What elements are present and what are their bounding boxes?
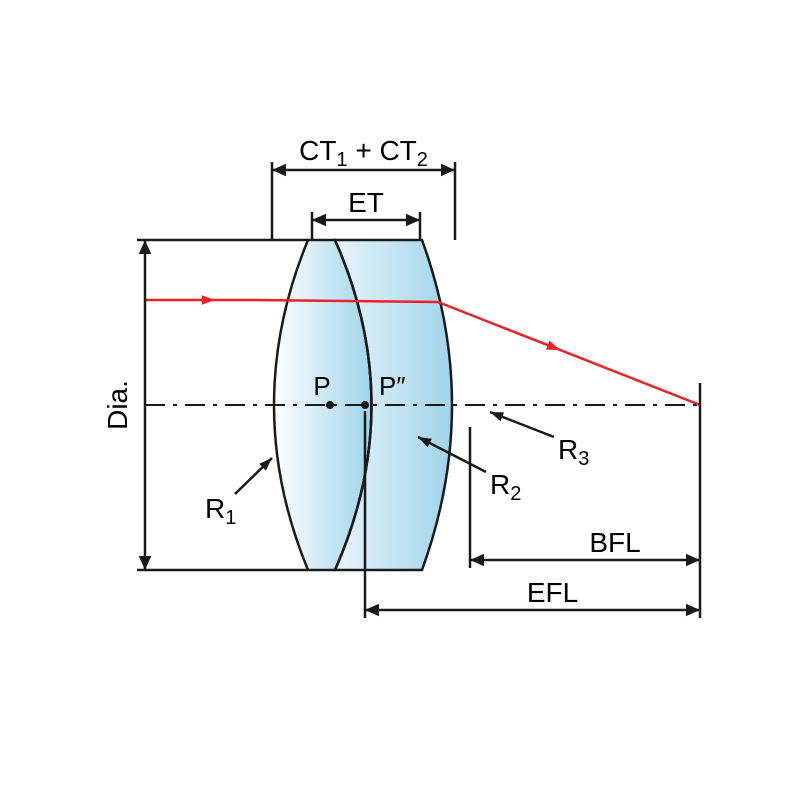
label-dia: Dia. bbox=[102, 380, 133, 430]
label-bfl: BFL bbox=[589, 527, 640, 558]
label-p: P bbox=[313, 371, 330, 401]
principal-point-p bbox=[326, 401, 334, 409]
label-p2: P″ bbox=[379, 371, 406, 401]
label-efl: EFL bbox=[527, 577, 578, 608]
label-et: ET bbox=[348, 187, 384, 218]
principal-point-p2 bbox=[361, 401, 369, 409]
label-ct: CT1 + CT2 bbox=[299, 135, 428, 171]
